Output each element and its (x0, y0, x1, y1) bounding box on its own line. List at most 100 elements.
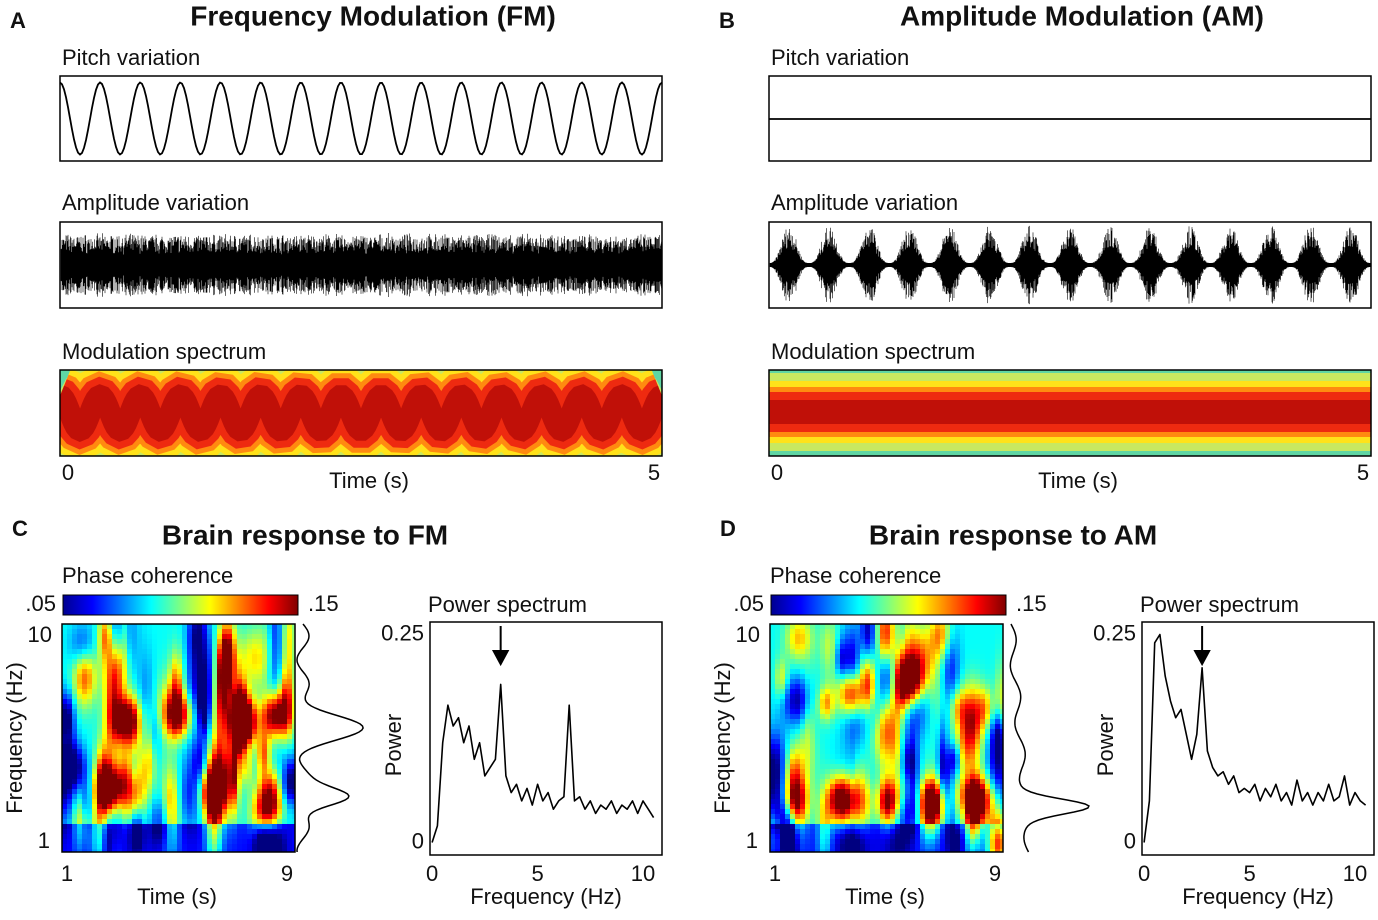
heatmap-cell (82, 694, 87, 699)
heatmap-cell (67, 764, 72, 769)
heatmap-cell (930, 699, 935, 704)
heatmap-cell (287, 849, 292, 852)
heatmap-cell (970, 669, 975, 674)
heatmap-cell (865, 644, 870, 649)
heatmap-cell (112, 799, 117, 804)
frequency-profile (1009, 623, 1090, 853)
heatmap-cell (207, 819, 212, 824)
heatmap-cell (945, 839, 950, 844)
heatmap-cell (920, 624, 925, 629)
heatmap-cell (865, 839, 870, 844)
heatmap-cell (820, 849, 825, 852)
heatmap-cell (850, 719, 855, 724)
heatmap-cell (102, 699, 107, 704)
heatmap-cell (885, 814, 890, 819)
heatmap-cell (262, 839, 267, 844)
heatmap-cell (855, 649, 860, 654)
heatmap-cell (930, 759, 935, 764)
heatmap-cell (147, 659, 152, 664)
heatmap-cell (107, 719, 112, 724)
heatmap-cell (895, 689, 900, 694)
heatmap-cell (950, 844, 955, 849)
heatmap-cell (112, 769, 117, 774)
heatmap-cell (835, 719, 840, 724)
heatmap-cell (805, 739, 810, 744)
heatmap-cell (222, 669, 227, 674)
heatmap-cell (277, 704, 282, 709)
heatmap-cell (277, 649, 282, 654)
heatmap-cell (945, 729, 950, 734)
heatmap-cell (950, 809, 955, 814)
heatmap-cell (207, 704, 212, 709)
heatmap-cell (112, 749, 117, 754)
heatmap-cell (232, 724, 237, 729)
heatmap-cell (62, 784, 67, 789)
heatmap-cell (262, 774, 267, 779)
heatmap-cell (820, 759, 825, 764)
heatmap-cell (835, 689, 840, 694)
heatmap-cell (152, 844, 157, 849)
heatmap-cell (222, 724, 227, 729)
heatmap-cell (277, 724, 282, 729)
heatmap-cell (820, 764, 825, 769)
heatmap-cell (975, 799, 980, 804)
heatmap-cell (127, 669, 132, 674)
heatmap-cell (775, 704, 780, 709)
heatmap-cell (875, 814, 880, 819)
heatmap-cell (950, 819, 955, 824)
heatmap-cell (232, 794, 237, 799)
heatmap-cell (132, 634, 137, 639)
heatmap-cell (277, 824, 282, 829)
heatmap-cell (67, 819, 72, 824)
heatmap-cell (810, 739, 815, 744)
heatmap-cell (252, 699, 257, 704)
heatmap-cell (177, 659, 182, 664)
heatmap-cell (127, 704, 132, 709)
heatmap-cell (67, 654, 72, 659)
heatmap-cell (207, 659, 212, 664)
heatmap-cell (870, 849, 875, 852)
heatmap-cell (800, 729, 805, 734)
heatmap-cell (87, 669, 92, 674)
heatmap-cell (137, 834, 142, 839)
heatmap-cell (252, 839, 257, 844)
heatmap-cell (82, 739, 87, 744)
heatmap-cell (875, 654, 880, 659)
heatmap-cell (267, 829, 272, 834)
heatmap-cell (955, 744, 960, 749)
heatmap-cell (177, 714, 182, 719)
heatmap-cell (895, 849, 900, 852)
heatmap-cell (970, 829, 975, 834)
heatmap-cell (925, 634, 930, 639)
heatmap-cell (885, 629, 890, 634)
heatmap-cell (780, 734, 785, 739)
heatmap-cell (232, 654, 237, 659)
heatmap-cell (825, 634, 830, 639)
heatmap-cell (1000, 684, 1003, 689)
heatmap-cell (172, 774, 177, 779)
heatmap-cell (132, 719, 137, 724)
heatmap-cell (82, 764, 87, 769)
heatmap-cell (222, 814, 227, 819)
heatmap-cell (885, 834, 890, 839)
heatmap-cell (62, 674, 67, 679)
heatmap-cell (127, 624, 132, 629)
heatmap-cell (935, 629, 940, 634)
heatmap-cell (770, 674, 775, 679)
heatmap-cell (795, 809, 800, 814)
heatmap-cell (990, 839, 995, 844)
heatmap-cell (805, 834, 810, 839)
heatmap-cell (242, 624, 247, 629)
heatmap-cell (262, 764, 267, 769)
heatmap-cell (227, 704, 232, 709)
heatmap-cell (990, 669, 995, 674)
heatmap-cell (272, 729, 277, 734)
heatmap-cell (127, 649, 132, 654)
heatmap-cell (795, 749, 800, 754)
heatmap-cell (247, 769, 252, 774)
heatmap-cell (157, 719, 162, 724)
heatmap-cell (785, 679, 790, 684)
heatmap-cell (910, 834, 915, 839)
heatmap-cell (107, 734, 112, 739)
heatmap-cell (795, 684, 800, 689)
